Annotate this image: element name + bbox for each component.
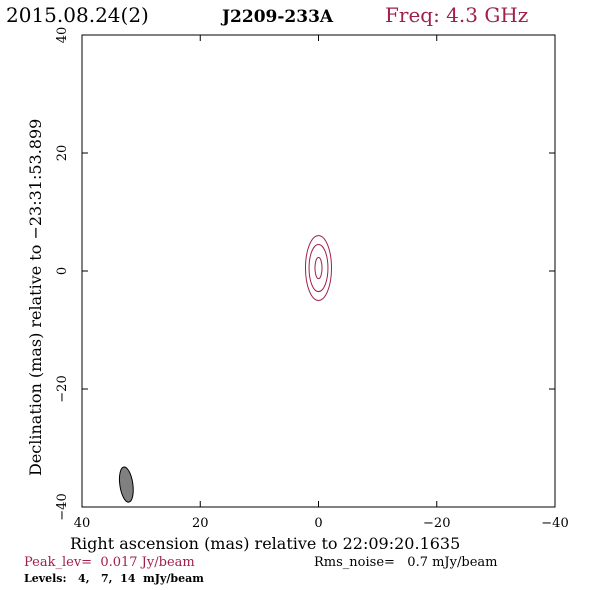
rms-noise: Rms_noise= 0.7 mJy/beam <box>314 555 497 570</box>
x-axis-label: Right ascension (mas) relative to 22:09:… <box>70 534 460 553</box>
y-tick-label: 40 <box>55 27 70 44</box>
frequency-label: Freq: 4.3 GHz <box>385 3 528 27</box>
beam-ellipse <box>118 466 134 503</box>
x-tick-label: −20 <box>423 516 450 531</box>
x-tick-label: 0 <box>314 516 322 531</box>
beam-group <box>118 466 134 503</box>
y-tick-label: −40 <box>55 493 70 520</box>
source-name: J2209-233A <box>220 7 334 27</box>
contour-7-mjy <box>308 243 329 293</box>
y-tick-labels: −40 −20 0 20 40 <box>55 27 70 521</box>
y-tick-label: 0 <box>55 267 70 275</box>
y-tick-label: 20 <box>55 145 70 162</box>
contour-levels: Levels: 4, 7, 14 mJy/beam <box>24 572 204 585</box>
x-tick-label: −40 <box>541 516 568 531</box>
contour-4-mjy <box>304 235 333 301</box>
plot-frame <box>81 34 556 508</box>
x-tick-labels: 40 20 0 −20 −40 <box>74 516 569 531</box>
contour-group <box>304 235 333 301</box>
observation-date: 2015.08.24(2) <box>6 3 149 27</box>
peak-level: Peak_lev= 0.017 Jy/beam <box>24 555 195 570</box>
y-tick-label: −20 <box>55 375 70 402</box>
axis-ticks <box>81 34 556 508</box>
contour-14-mjy <box>314 256 323 280</box>
x-tick-label: 20 <box>192 516 209 531</box>
x-tick-label: 40 <box>74 516 91 531</box>
y-axis-label: Declination (mas) relative to −23:31:53.… <box>26 119 45 476</box>
